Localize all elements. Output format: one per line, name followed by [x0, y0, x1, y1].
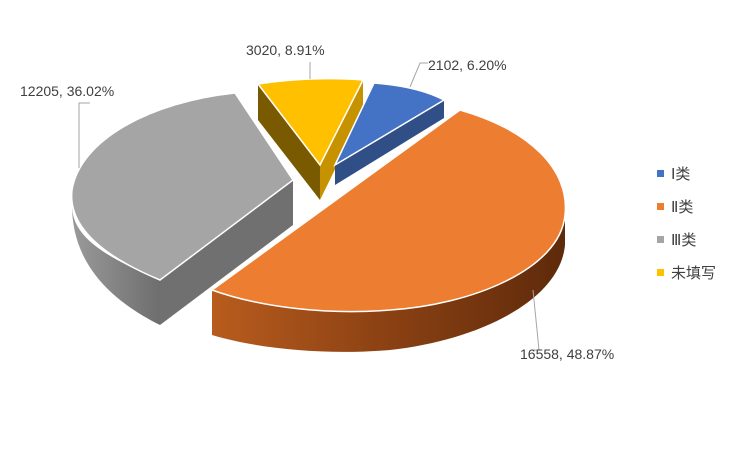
slice-3-side — [72, 205, 160, 325]
legend-item-2[interactable]: Ⅱ类 — [657, 198, 693, 216]
slice-4-side — [320, 80, 363, 200]
slice-2[interactable] — [210, 109, 567, 352]
legend-swatch-3 — [657, 236, 664, 243]
slice-4-top — [256, 77, 365, 167]
legend-swatch-1 — [657, 170, 664, 177]
slice-3-top — [70, 92, 295, 281]
legend-item-4[interactable]: 未填写 — [657, 264, 716, 282]
legend-swatch-4 — [657, 269, 664, 276]
slice-1-side — [335, 100, 444, 185]
leader-lines — [78, 62, 540, 351]
leader-line-1 — [409, 62, 428, 88]
legend-swatch-2 — [657, 203, 664, 210]
slice-2-top — [210, 109, 567, 313]
data-label-4: 3020, 8.91% — [246, 42, 325, 58]
legend-label-3: Ⅲ类 — [671, 231, 696, 249]
slice-3-wall — [160, 180, 293, 325]
slice-2-side — [212, 205, 565, 352]
legend-label-1: Ⅰ类 — [671, 165, 690, 183]
slice-3[interactable] — [70, 92, 295, 325]
legend-item-1[interactable]: Ⅰ类 — [657, 165, 690, 183]
data-label-1: 2102, 6.20% — [428, 57, 507, 73]
legend-item-3[interactable]: Ⅲ类 — [657, 231, 696, 249]
legend-label-4: 未填写 — [671, 264, 716, 282]
slice-4[interactable] — [256, 77, 365, 200]
data-label-2: 16558, 48.87% — [520, 346, 614, 362]
legend-label-2: Ⅱ类 — [671, 198, 693, 216]
slice-4-wall — [258, 84, 320, 200]
leader-line-2 — [532, 289, 540, 351]
slice-1[interactable] — [333, 82, 446, 185]
slice-1-top — [333, 82, 446, 167]
leader-line-3 — [78, 102, 90, 168]
data-label-3: 12205, 36.02% — [20, 83, 114, 99]
legend: Ⅰ类 Ⅱ类 Ⅲ类 未填写 — [657, 165, 716, 282]
